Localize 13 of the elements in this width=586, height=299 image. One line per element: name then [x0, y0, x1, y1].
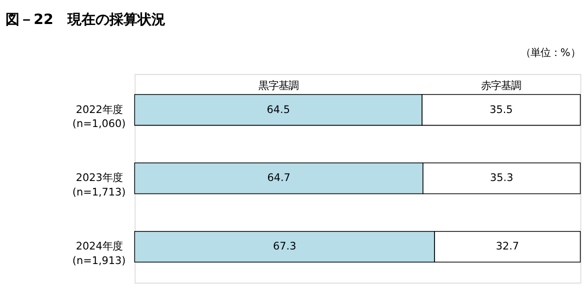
data-label: 35.5 — [490, 104, 513, 116]
chart-title: 図－22 現在の採算状況 — [6, 12, 166, 28]
data-label: 35.3 — [490, 172, 514, 184]
y-tick-label: 2023年度 (n=1,713) — [72, 172, 126, 198]
text: （単位：%） — [520, 46, 580, 59]
y-tick-label: 2024年度 (n=1,913) — [72, 240, 126, 267]
data-label: 64.5 — [266, 104, 290, 116]
series-label: 赤字基調 — [481, 80, 522, 92]
series-label: 黒字基調 — [258, 80, 298, 92]
data-label: 67.3 — [273, 240, 296, 253]
y-tick-label: 2022年度 (n=1,060) — [72, 104, 126, 130]
data-label: 64.7 — [267, 172, 290, 184]
data-label: 32.7 — [496, 240, 520, 253]
